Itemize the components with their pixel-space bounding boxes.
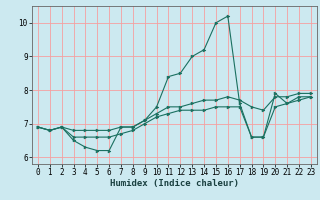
X-axis label: Humidex (Indice chaleur): Humidex (Indice chaleur) xyxy=(110,179,239,188)
